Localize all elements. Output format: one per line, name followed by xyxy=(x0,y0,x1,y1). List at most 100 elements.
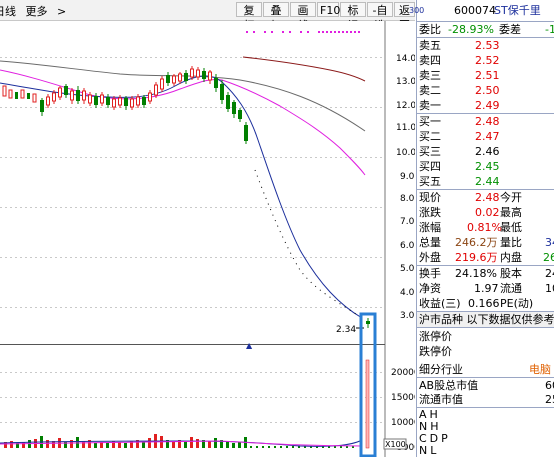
sell3-label: 卖三 xyxy=(419,69,441,82)
price-label: 现价 xyxy=(419,191,441,204)
stat-row-4: 总量 246.2万 量比 34 xyxy=(417,235,554,250)
tick-9: 9.00 xyxy=(400,172,415,182)
net-asset-label: 净资 xyxy=(419,282,441,295)
sell2-label: 卖二 xyxy=(419,84,441,97)
industry-row[interactable]: 细分行业 电脑 xyxy=(417,362,554,377)
weibi-row: 委比 -28.93% 委差 -1 xyxy=(417,22,554,37)
highlight-box xyxy=(359,312,377,457)
change-pct-label: 涨幅 xyxy=(419,221,441,234)
code-cdp-text: CDP xyxy=(419,432,451,445)
weicha-label: 委差 xyxy=(499,23,521,36)
overlay-button[interactable]: 叠加 xyxy=(263,2,289,32)
code-ah: AH xyxy=(417,407,554,422)
limit-down-row: 跌停价 xyxy=(417,344,554,359)
change-pct-value: 0.81% xyxy=(467,221,502,234)
stock-code: 600074 xyxy=(454,4,496,17)
stock-name: ST保千里 xyxy=(494,4,541,17)
price-tick-labels: 14.00 13.00 12.00 11.00 10.00 9.00 8.00 … xyxy=(396,54,415,321)
chart-toolbar: 日线 更多 > 复权 叠加 画线 F10 标记 -自选 返回 xyxy=(0,0,415,32)
period-selector[interactable]: 日线 更多 > xyxy=(0,3,72,19)
industry-value[interactable]: 电脑 xyxy=(529,363,551,376)
sell2-price: 2.50 xyxy=(475,84,500,97)
weibi-label: 委比 xyxy=(419,23,441,36)
float-cap-value: 25 xyxy=(545,393,554,406)
inner-value: 26 xyxy=(543,251,554,264)
buy5-label: 买五 xyxy=(419,175,441,188)
vol-tick-10000: 10000 xyxy=(391,418,415,428)
more-periods[interactable]: 更多 xyxy=(25,5,48,18)
outer-label: 外盘 xyxy=(419,251,441,264)
ab-cap-row: AB股总市值 60 xyxy=(417,378,554,393)
sell1-label: 卖一 xyxy=(419,99,441,112)
tick-6: 6.00 xyxy=(400,241,415,251)
float-cap-label: 流通市值 xyxy=(419,393,463,406)
quote-panel: 300 600074 ST保千里 委比 -28.93% 委差 -1 卖五 2.5… xyxy=(409,0,554,458)
f10-button[interactable]: F10 xyxy=(317,2,340,17)
candles-left xyxy=(2,85,37,103)
stat2-row-3: 收益(三) 0.166 PE(动) xyxy=(417,296,554,311)
ab-cap-value: 60 xyxy=(545,379,554,392)
price-value: 2.48 xyxy=(475,191,500,204)
sell4-label: 卖四 xyxy=(419,54,441,67)
low-label: 最低 xyxy=(500,221,522,234)
tick-13: 13.00 xyxy=(396,77,415,87)
vol-tick-20000: 20000 xyxy=(391,368,415,378)
buy2-price: 2.47 xyxy=(475,130,500,143)
stat2-row-2: 净资 1.97 流通 10 xyxy=(417,281,554,296)
buy-level-5: 买五 2.44 xyxy=(417,174,554,189)
float-label: 流通 xyxy=(500,282,522,295)
sell-level-3: 卖三 2.51 xyxy=(417,68,554,83)
limit-up-label: 涨停价 xyxy=(419,330,452,343)
buy5-price: 2.44 xyxy=(475,175,500,188)
weicha-value: -1 xyxy=(545,23,554,36)
volume-ma-line-2 xyxy=(0,440,363,447)
sell4-price: 2.52 xyxy=(475,54,500,67)
vol-ratio-label: 量比 xyxy=(500,236,522,249)
float-value: 10 xyxy=(545,282,554,295)
tick-11: 11.00 xyxy=(396,123,415,133)
draw-line-button[interactable]: 画线 xyxy=(290,2,316,32)
last-price-label: 2.34 xyxy=(336,325,356,335)
industry-label: 细分行业 xyxy=(419,363,463,376)
buy-level-3: 买三 2.46 xyxy=(417,144,554,159)
stat-row-5: 外盘 219.6万 内盘 26 xyxy=(417,250,554,265)
buy-level-1: 买一 2.48 xyxy=(417,114,554,129)
sell5-label: 卖五 xyxy=(419,39,441,52)
period-label[interactable]: 日线 xyxy=(0,5,16,18)
sell-level-1: 卖一 2.49 xyxy=(417,98,554,113)
candles xyxy=(40,66,370,328)
kline-chart[interactable]: 14.00 13.00 12.00 11.00 10.00 9.00 8.00 … xyxy=(0,21,415,457)
limit-down-label: 跌停价 xyxy=(419,345,452,358)
market-banner-text: 沪市品种 以下数据仅供参考 xyxy=(419,313,554,326)
ma-line-darkred xyxy=(242,56,366,82)
price-gridlines xyxy=(0,57,385,308)
eps-label: 收益(三) xyxy=(419,297,461,310)
volume-value: 246.2万 xyxy=(455,236,498,249)
sell-level-2: 卖二 2.50 xyxy=(417,83,554,98)
turnover-label: 换手 xyxy=(419,267,441,280)
sell-level-4: 卖四 2.52 xyxy=(417,53,554,68)
buy-level-4: 买四 2.45 xyxy=(417,159,554,174)
ab-cap-label: AB股总市值 xyxy=(419,379,479,392)
chevron-right-icon[interactable]: > xyxy=(57,5,67,18)
fuquan-button[interactable]: 复权 xyxy=(236,2,262,32)
code-ah-text: AH xyxy=(419,408,441,421)
code-nh: NH xyxy=(417,419,554,434)
mark-button[interactable]: 标记 xyxy=(340,2,366,32)
tick-12: 12.00 xyxy=(396,101,415,111)
buy4-price: 2.45 xyxy=(475,160,500,173)
tick-4: 4.00 xyxy=(400,288,415,298)
open-label: 今开 xyxy=(500,191,522,204)
tick-14: 14.00 xyxy=(396,54,415,64)
weibi-value: -28.93% xyxy=(448,23,494,36)
buy1-label: 买一 xyxy=(419,115,441,128)
change-label: 涨跌 xyxy=(419,206,441,219)
buy4-label: 买四 xyxy=(419,160,441,173)
remove-favorite-button[interactable]: -自选 xyxy=(367,2,393,32)
tick-8: 8.00 xyxy=(400,194,415,204)
code-nl: NL xyxy=(417,443,554,458)
vol-tick-15000: 15000 xyxy=(391,393,415,403)
net-asset-value: 1.97 xyxy=(474,282,499,295)
tick-3: 3.00 xyxy=(400,311,415,321)
eps-value: 0.166 xyxy=(468,297,500,310)
